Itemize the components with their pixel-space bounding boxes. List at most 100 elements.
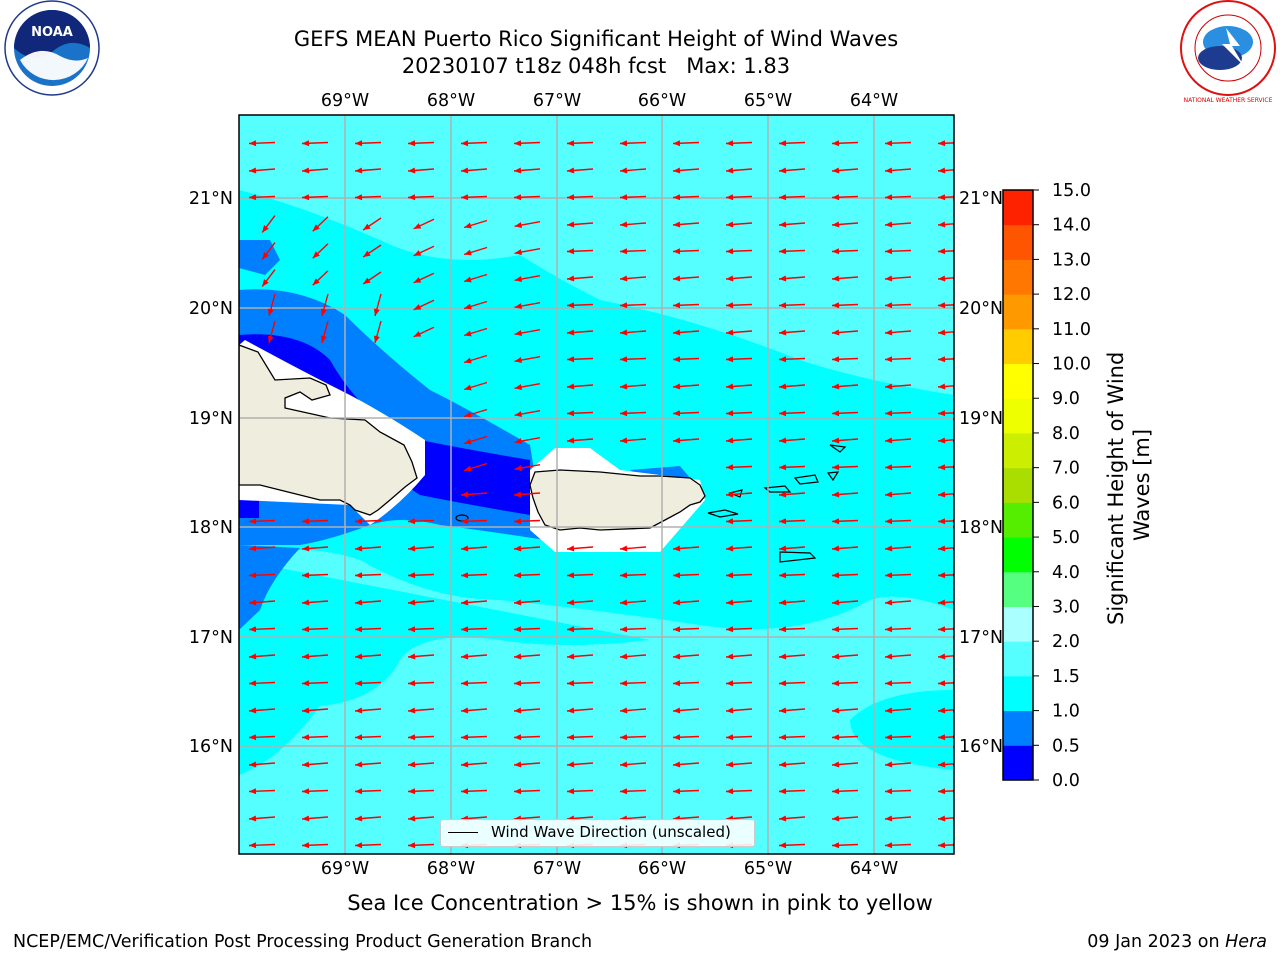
wind-wave-arrow-head (249, 761, 257, 768)
wind-wave-arrow-head (302, 815, 310, 822)
colorbar-segment (1003, 190, 1033, 226)
wind-wave-arrow-head (832, 680, 840, 687)
wind-wave-arrow-head (249, 518, 257, 525)
wind-wave-arrow-head (779, 248, 787, 255)
wind-wave-arrow-head (938, 248, 946, 255)
colorbar-segment (1003, 363, 1033, 399)
wind-wave-arrow-head (885, 356, 893, 363)
wind-wave-arrow-head (673, 221, 681, 228)
wind-wave-arrow-head (461, 788, 469, 795)
lat-tick-left: 19°N (189, 409, 233, 429)
colorbar-segment (1003, 675, 1033, 712)
wind-wave-arrow-head (514, 465, 522, 471)
wind-wave-arrow-head (832, 221, 840, 228)
map-legend: Wind Wave Direction (unscaled) (440, 819, 755, 847)
wind-wave-arrow-head (673, 599, 681, 606)
noaa-logo: NOAA (4, 0, 100, 96)
wind-wave-arrow-head (355, 572, 363, 579)
nws-logo: NATIONAL WEATHER SERVICE (1180, 0, 1276, 104)
lat-tick-left: 20°N (189, 299, 233, 319)
wind-wave-arrow-head (302, 167, 310, 174)
wind-wave-arrow-head (673, 248, 681, 255)
colorbar-segment (1003, 259, 1033, 295)
wind-wave-arrow-head (779, 140, 787, 147)
wind-wave-arrow-head (249, 653, 257, 660)
map-area (239, 115, 954, 854)
wind-wave-arrow-head (938, 275, 946, 282)
wind-wave-arrow-head (779, 572, 787, 579)
wind-wave-arrow-head (514, 761, 522, 768)
wind-wave-arrow-head (312, 251, 320, 259)
wind-wave-arrow-head (302, 572, 310, 579)
wind-wave-arrow-head (514, 357, 522, 363)
wind-wave-arrow-head (938, 194, 946, 201)
wind-wave-arrow-head (938, 437, 946, 444)
wind-wave-arrow-head (779, 221, 787, 228)
wind-wave-arrow-head (885, 437, 893, 444)
wind-wave-arrow-head (355, 140, 363, 147)
wind-wave-arrow-head (885, 815, 893, 822)
lon-tick-bottom: 64°W (850, 859, 898, 879)
wind-wave-arrow-head (413, 250, 422, 256)
wind-wave-arrow-head (567, 599, 575, 606)
lon-tick-top: 67°W (533, 91, 581, 111)
wind-wave-arrow-head (514, 194, 522, 201)
wind-wave-arrow-head (302, 761, 310, 768)
wind-wave-arrow-head (567, 167, 575, 174)
colorbar-label: Significant Height of Wind Waves [m] (1104, 345, 1154, 625)
wind-wave-arrow-head (249, 599, 257, 606)
lon-tick-top: 66°W (638, 91, 686, 111)
wind-wave-arrow-head (267, 308, 274, 316)
wind-wave-arrow-head (567, 626, 575, 633)
wind-wave-arrows (248, 140, 954, 849)
wind-wave-arrow-head (779, 707, 787, 714)
wind-wave-arrow-head (514, 222, 522, 228)
wind-wave-arrow-head (620, 383, 628, 390)
wind-wave-arrow-head (620, 248, 628, 255)
wind-wave-arrow-head (461, 707, 469, 714)
wind-wave-arrow-head (567, 410, 575, 417)
wind-wave-arrow-head (567, 572, 575, 579)
wind-wave-arrow-head (779, 167, 787, 174)
wind-wave-arrow-head (249, 707, 257, 714)
colorbar-segment (1003, 537, 1033, 573)
wind-wave-arrow-head (464, 276, 472, 283)
wind-wave-arrow-head (779, 464, 787, 471)
wind-wave-arrow-head (673, 437, 681, 444)
chart-subtitle: 20230107 t18z 048h fcst Max: 1.83 (401, 54, 791, 78)
wind-wave-arrow-head (726, 545, 734, 552)
wind-wave-arrow-head (514, 330, 522, 336)
wind-wave-arrow-head (408, 194, 416, 201)
wind-wave-arrow-head (355, 680, 363, 687)
wind-wave-arrow-head (938, 545, 946, 552)
wind-wave-arrow-head (673, 167, 681, 174)
credit-host: Hera (1225, 932, 1267, 952)
wind-wave-arrow-head (514, 788, 522, 795)
wind-wave-arrow-head (312, 224, 320, 232)
axis-ticks: 69°W 68°W 67°W 66°W 65°W 64°W 69°W 68°W … (189, 91, 1003, 879)
wind-wave-arrow-head (726, 248, 734, 255)
wind-wave-arrow-head (355, 653, 363, 660)
wind-wave-arrow-head (885, 248, 893, 255)
wind-wave-arrow-head (938, 410, 946, 417)
wind-wave-arrow-head (355, 815, 363, 822)
colorbar-tick-label: 9.0 (1052, 389, 1080, 409)
wind-wave-arrow-head (673, 653, 681, 660)
wind-wave-arrow-head (408, 572, 416, 579)
colorbar: 0.0 0.5 1.0 1.5 2.0 3.0 4.0 5.0 6.0 7.0 8.0 9.0 10.0… (1002, 181, 1091, 791)
colorbar-tick-label: 11.0 (1052, 320, 1091, 340)
wave-band-1.5-2-south (239, 550, 954, 854)
wind-wave-arrow-head (567, 194, 575, 201)
colorbar-tick-label: 3.0 (1052, 597, 1080, 617)
colorbar-segment (1003, 294, 1033, 330)
wind-wave-arrow-head (464, 357, 472, 364)
wind-wave-arrow-head (938, 167, 946, 174)
wind-wave-arrow-head (726, 761, 734, 768)
wind-wave-arrow-head (885, 761, 893, 768)
wind-wave-arrow-head (832, 653, 840, 660)
wind-wave-arrow-head (464, 222, 472, 229)
wind-wave-arrow-head (249, 734, 257, 741)
wind-wave-arrow-head (726, 518, 734, 525)
wind-wave-arrow-head (938, 653, 946, 660)
wind-wave-arrow-head (938, 356, 946, 363)
